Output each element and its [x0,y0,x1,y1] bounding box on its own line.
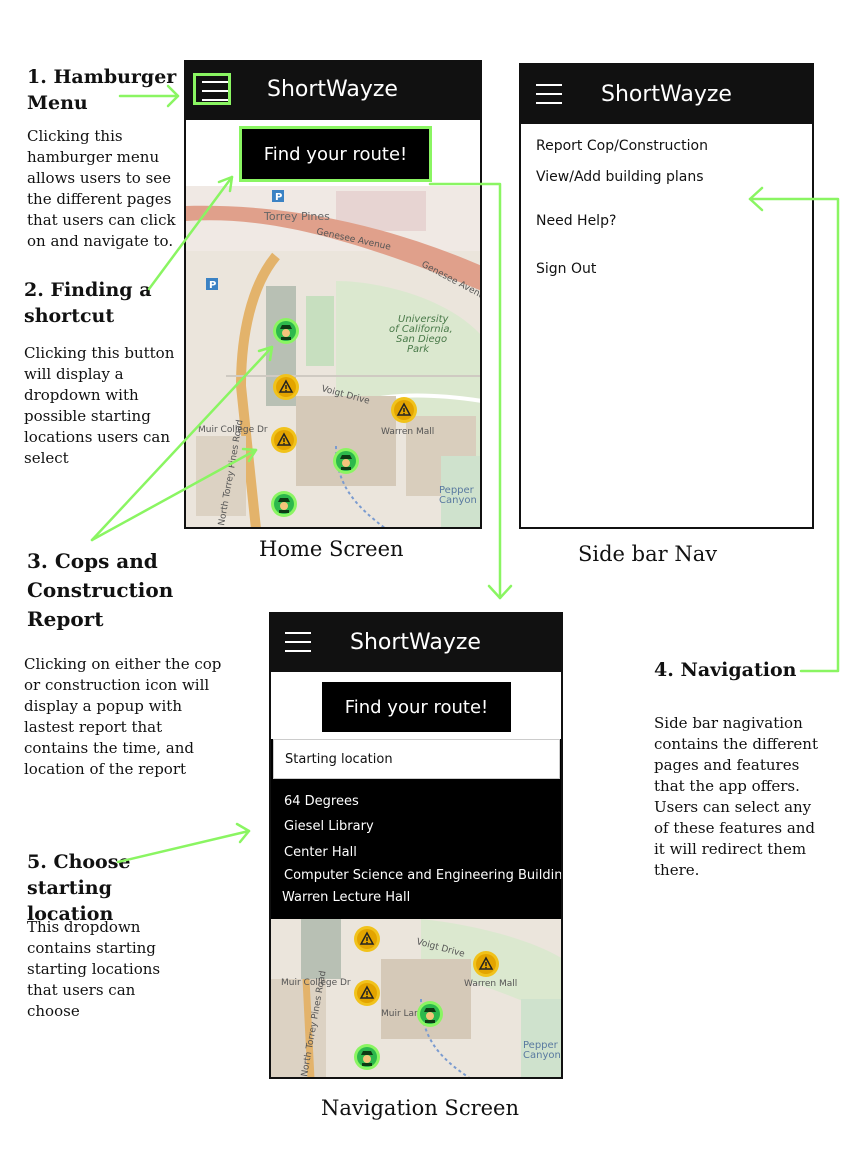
sidebar-nav-caption: Side bar Nav [578,542,718,566]
annotation-1-title: 1. Hamburger Menu [27,66,177,114]
map-label-canyon: Canyon [439,495,477,506]
annotation-2-title: 2. Finding a shortcut [24,279,152,327]
annotation-2-body: Clicking this button will display a drop… [24,344,175,467]
hamburger-highlight [193,73,231,105]
dropdown-option[interactable]: 64 Degrees [284,794,359,809]
map-label-warren: Warren Mall [464,979,517,989]
annotation-1-body: Clicking this hamburger menu allows user… [27,127,176,250]
construction-marker-icon[interactable] [272,373,300,401]
construction-marker-icon[interactable] [390,396,418,424]
parking-icon: P [209,280,216,291]
map-canvas: Voigt Drive Warren Mall Muir College Dr … [271,919,561,1077]
annotation-5-title: 5. Choose starting location [27,851,131,925]
annotation-3-title: 3. Cops and Construction Report [27,549,174,631]
annotation-5-body: This dropdown contains starting starting… [27,918,161,1020]
map-canvas: Torrey Pines Genesee Avenue Genesee Aven… [186,186,480,527]
construction-marker-icon[interactable] [472,950,500,978]
sidebar-top-bar: ShortWayze [521,65,812,124]
navigation-screen: ShortWayze Find your route! Starting loc… [269,612,563,1079]
annotation-4-body: Side bar nagivation contains the differe… [654,714,818,879]
find-route-button[interactable]: Find your route! [322,682,511,732]
annotation-3-body: Clicking on either the cop or constructi… [24,655,222,778]
cop-marker-icon[interactable] [270,490,298,518]
brand-title: ShortWayze [350,630,481,655]
campus-map[interactable]: Torrey Pines Genesee Avenue Genesee Aven… [186,186,480,527]
sidebar-item-building-plans[interactable]: View/Add building plans [536,169,704,185]
parking-icon: P [275,192,282,203]
dropdown-label: Starting location [285,752,393,767]
hamburger-menu-icon[interactable] [536,84,562,104]
map-label-canyon: Canyon [523,1050,561,1061]
cop-marker-icon[interactable] [353,1043,381,1071]
map-label-warren: Warren Mall [381,427,434,437]
map-label-park: Park [407,344,430,355]
sidebar-item-help[interactable]: Need Help? [536,213,617,229]
cop-marker-icon[interactable] [272,317,300,345]
navigation-top-bar: ShortWayze [271,614,561,672]
starting-location-dropdown[interactable]: Starting location 64 Degrees Giesel Libr… [271,739,563,919]
map-label-pepper: Pepper [523,1040,559,1051]
map-label-san-diego: San Diego [396,334,447,345]
home-screen: ShortWayze Find your route! Torrey Pines… [184,60,482,529]
dropdown-option[interactable]: Warren Lecture Hall [282,890,411,905]
dropdown-option[interactable]: Giesel Library [284,819,374,834]
map-label-torrey-pines: Torrey Pines [263,210,330,223]
cop-marker-icon[interactable] [416,1000,444,1028]
dropdown-option[interactable]: Computer Science and Engineering Buildin… [284,868,563,883]
construction-marker-icon[interactable] [353,979,381,1007]
navigation-screen-caption: Navigation Screen [321,1096,520,1120]
cop-marker-icon[interactable] [332,447,360,475]
dropdown-option[interactable]: Center Hall [284,845,357,860]
construction-marker-icon[interactable] [353,925,381,953]
dropdown-header[interactable]: Starting location [273,739,560,779]
annotation-4-title: 4. Navigation [654,659,797,681]
map-label-of-california: of California, [389,324,453,335]
map-label-university: University [398,314,450,325]
home-screen-caption: Home Screen [259,537,404,561]
hamburger-menu-icon[interactable] [285,632,311,652]
find-route-button[interactable]: Find your route! [239,126,432,182]
brand-title: ShortWayze [267,77,398,102]
construction-marker-icon[interactable] [270,426,298,454]
sidebar-item-report[interactable]: Report Cop/Construction [536,138,708,154]
sidebar-nav-screen: ShortWayze Report Cop/Construction View/… [519,63,814,529]
sidebar-item-sign-out[interactable]: Sign Out [536,261,597,277]
map-label-muir-lane: Muir Lane [381,1009,426,1019]
home-top-bar: ShortWayze [186,62,480,120]
campus-map[interactable]: Voigt Drive Warren Mall Muir College Dr … [271,919,561,1077]
hamburger-menu-icon[interactable] [202,81,228,101]
brand-title: ShortWayze [601,82,732,107]
map-label-muir: Muir College Dr [281,978,351,988]
